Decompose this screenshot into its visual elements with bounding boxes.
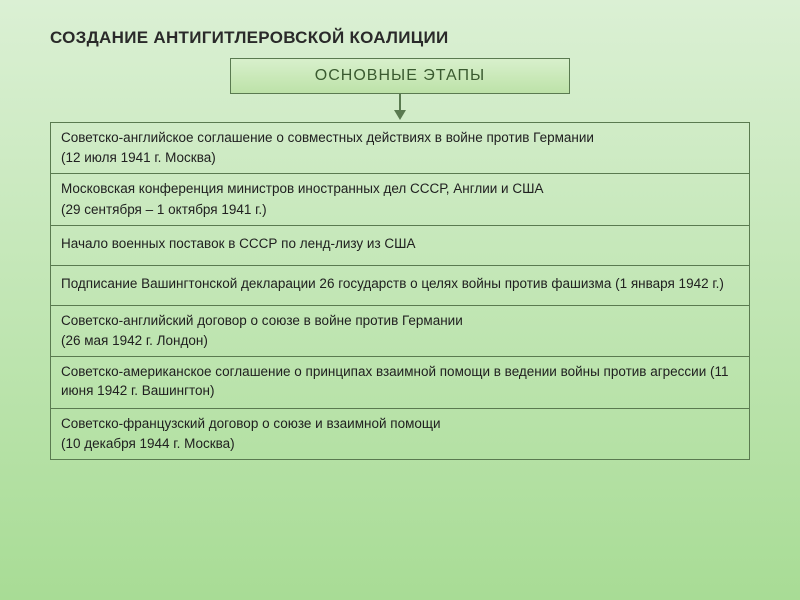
row-subtext: (10 декабря 1944 г. Москва) [61, 435, 739, 453]
row-text: Начало военных поставок в СССР по ленд-л… [61, 235, 739, 253]
table-row: Начало военных поставок в СССР по ленд-л… [51, 226, 749, 266]
row-text: Подписание Вашингтонской декларации 26 г… [61, 275, 739, 293]
stages-header-box: ОСНОВНЫЕ ЭТАПЫ [230, 58, 570, 94]
table-row: Советско-французский договор о союзе и в… [51, 409, 749, 459]
row-text: Советско-американское соглашение о принц… [61, 363, 739, 399]
arrow-down-icon [396, 94, 404, 120]
row-subtext: (12 июля 1941 г. Москва) [61, 149, 739, 167]
table-row: Советско-американское соглашение о принц… [51, 357, 749, 408]
row-text: Советско-французский договор о союзе и в… [61, 415, 739, 433]
slide-title: СОЗДАНИЕ АНТИГИТЛЕРОВСКОЙ КОАЛИЦИИ [50, 28, 449, 48]
table-row: Советско-английский договор о союзе в во… [51, 306, 749, 357]
row-text: Советско-английское соглашение о совмест… [61, 129, 739, 147]
table-row: Подписание Вашингтонской декларации 26 г… [51, 266, 749, 306]
table-row: Советско-английское соглашение о совмест… [51, 123, 749, 174]
row-subtext: (26 мая 1942 г. Лондон) [61, 332, 739, 350]
row-subtext: (29 сентября – 1 октября 1941 г.) [61, 201, 739, 219]
row-text: Советско-английский договор о союзе в во… [61, 312, 739, 330]
stages-header-text: ОСНОВНЫЕ ЭТАПЫ [315, 67, 485, 85]
table-row: Московская конференция министров иностра… [51, 174, 749, 225]
row-text: Московская конференция министров иностра… [61, 180, 739, 198]
stages-table: Советско-английское соглашение о совмест… [50, 122, 750, 460]
